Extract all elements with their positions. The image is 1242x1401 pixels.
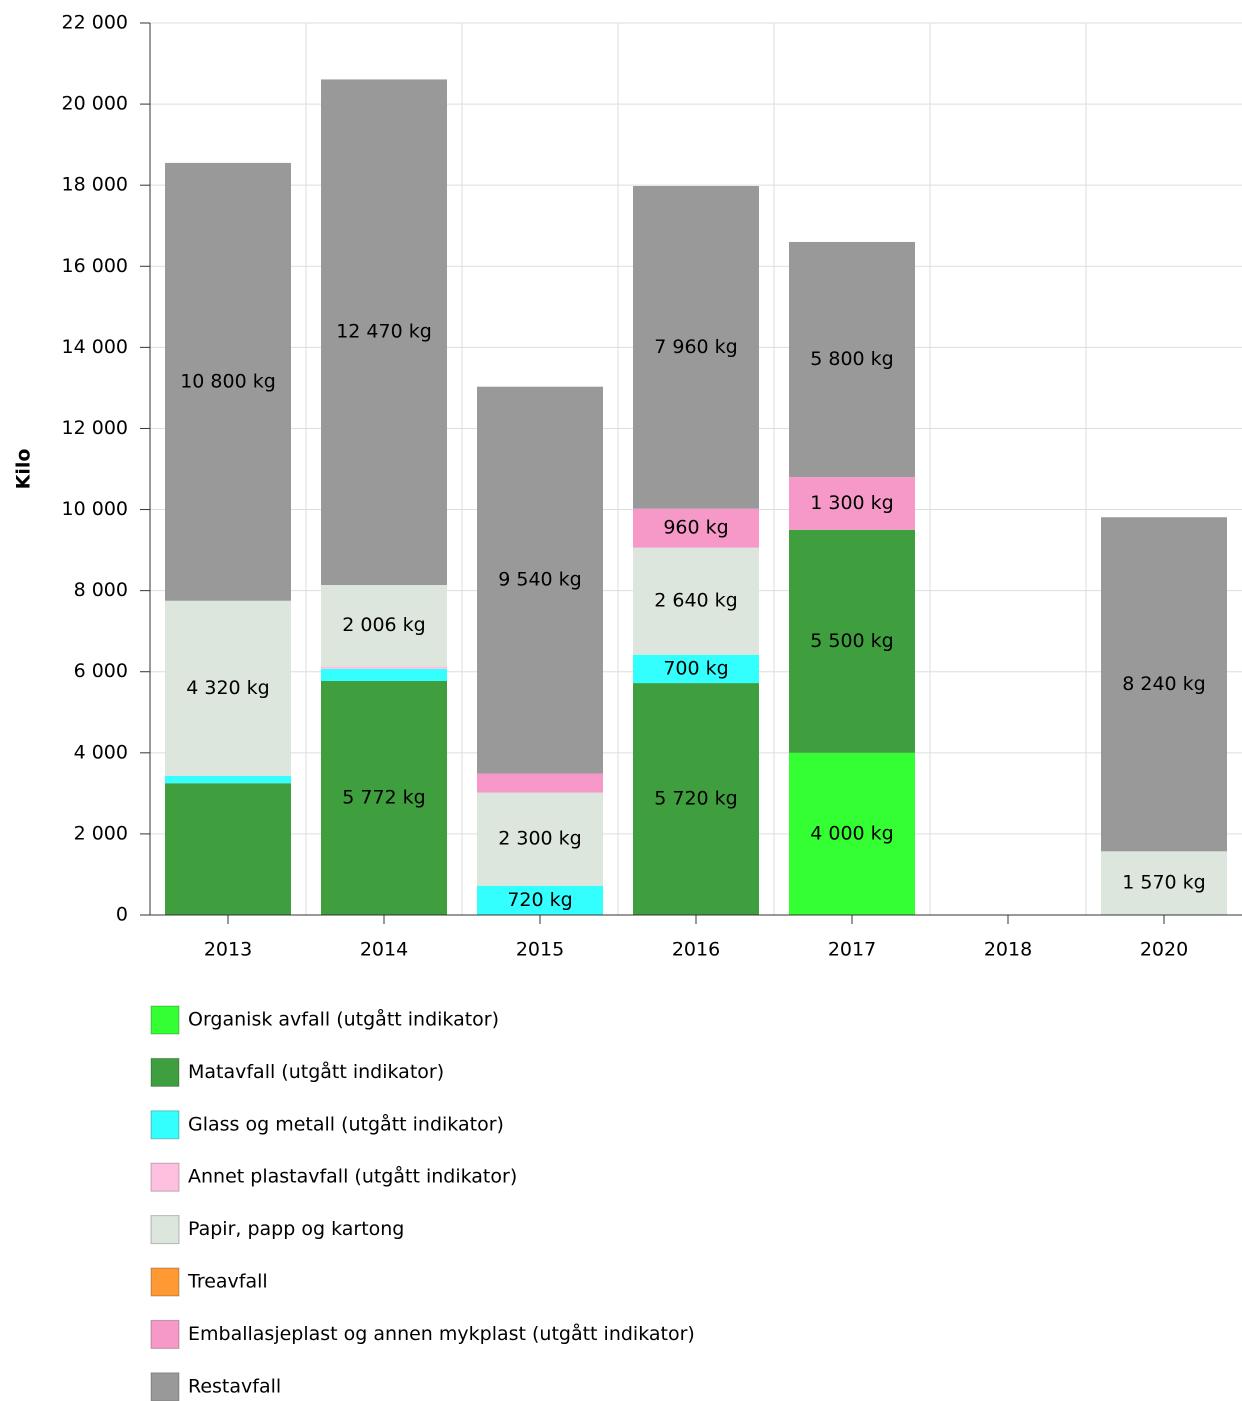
legend-label: Treavfall xyxy=(187,1271,268,1293)
bar-segment xyxy=(789,529,915,753)
legend-label: Papir, papp og kartong xyxy=(188,1218,404,1240)
bar-segment xyxy=(633,185,759,509)
y-tick-label: 10 000 xyxy=(62,498,128,520)
legend-swatch xyxy=(150,1215,180,1245)
bar-segment xyxy=(321,666,447,669)
bar-segment xyxy=(789,241,915,478)
legend-swatch xyxy=(150,1267,180,1297)
bar-segment xyxy=(165,600,291,776)
y-tick-label: 20 000 xyxy=(62,93,128,115)
legend-label: Organisk avfall (utgått indikator) xyxy=(188,1008,499,1031)
x-tick-label: 2015 xyxy=(516,939,564,961)
y-tick-label: 14 000 xyxy=(62,336,128,358)
legend-label: Emballasjeplast og annen mykplast (utgåt… xyxy=(188,1322,695,1345)
y-tick-label: 16 000 xyxy=(62,255,128,277)
data-label: 720 kg xyxy=(507,889,572,911)
data-label: 7 960 kg xyxy=(654,336,738,358)
bar-segment xyxy=(477,792,603,886)
y-tick-label: 12 000 xyxy=(62,417,128,439)
legend-swatch xyxy=(150,1005,180,1035)
x-tick-label: 2016 xyxy=(672,939,720,961)
bar-segment xyxy=(633,683,759,915)
legend-swatch xyxy=(150,1372,180,1401)
data-label: 12 470 kg xyxy=(336,321,432,343)
x-tick-label: 2018 xyxy=(984,939,1032,961)
y-tick-label: 0 xyxy=(116,904,128,926)
y-tick-label: 22 000 xyxy=(62,12,128,34)
bar-segment xyxy=(633,508,759,548)
legend-label: Glass og metall (utgått indikator) xyxy=(188,1112,504,1135)
bar-segment xyxy=(321,79,447,586)
y-axis-label: Kilo xyxy=(13,449,35,490)
x-tick-label: 2017 xyxy=(828,939,876,961)
data-label: 960 kg xyxy=(663,517,728,539)
bar-segment xyxy=(165,162,291,601)
x-tick-label: 2014 xyxy=(360,939,408,961)
data-label: 5 500 kg xyxy=(810,630,894,652)
bar-segment xyxy=(165,783,291,915)
data-label: 2 300 kg xyxy=(498,828,582,850)
y-tick-label: 18 000 xyxy=(62,174,128,196)
data-label: 10 800 kg xyxy=(180,370,276,392)
legend-label: Annet plastavfall (utgått indikator) xyxy=(188,1165,517,1188)
data-label: 5 720 kg xyxy=(654,788,738,810)
y-tick-label: 2 000 xyxy=(74,822,128,844)
y-tick-label: 6 000 xyxy=(74,660,128,682)
data-label: 5 800 kg xyxy=(810,348,894,370)
y-tick-label: 4 000 xyxy=(74,741,128,763)
bar-segment xyxy=(633,654,759,684)
legend-swatch xyxy=(150,1057,180,1087)
data-label: 5 772 kg xyxy=(342,786,426,808)
bar-segment xyxy=(321,668,447,681)
data-label: 2 640 kg xyxy=(654,590,738,612)
bar-segment xyxy=(1101,851,1227,915)
bar-segment xyxy=(633,547,759,655)
data-label: 4 320 kg xyxy=(186,677,270,699)
bar-segment xyxy=(477,386,603,774)
data-label: 1 570 kg xyxy=(1122,872,1206,894)
data-label: 9 540 kg xyxy=(498,569,582,591)
legend-swatch xyxy=(150,1162,180,1192)
bar-segment xyxy=(789,477,915,530)
legend-swatch xyxy=(150,1319,180,1349)
legend-label: Restavfall xyxy=(188,1375,281,1397)
bar-segment xyxy=(477,885,603,915)
bar-segment xyxy=(321,680,447,915)
x-tick-label: 2020 xyxy=(1140,939,1188,961)
bar-segment xyxy=(477,773,603,793)
data-label: 8 240 kg xyxy=(1122,673,1206,695)
data-label: 4 000 kg xyxy=(810,822,894,844)
data-label: 2 006 kg xyxy=(342,614,426,636)
data-label: 700 kg xyxy=(663,657,728,679)
bar-segment xyxy=(321,585,447,667)
x-tick-label: 2013 xyxy=(204,939,252,961)
bar-segment xyxy=(165,775,291,784)
y-tick-label: 8 000 xyxy=(74,579,128,601)
legend-swatch xyxy=(150,1110,180,1140)
legend-label: Matavfall (utgått indikator) xyxy=(188,1060,444,1083)
bar-segment xyxy=(1101,517,1227,852)
data-label: 1 300 kg xyxy=(810,492,894,514)
bar-segment xyxy=(789,752,915,915)
